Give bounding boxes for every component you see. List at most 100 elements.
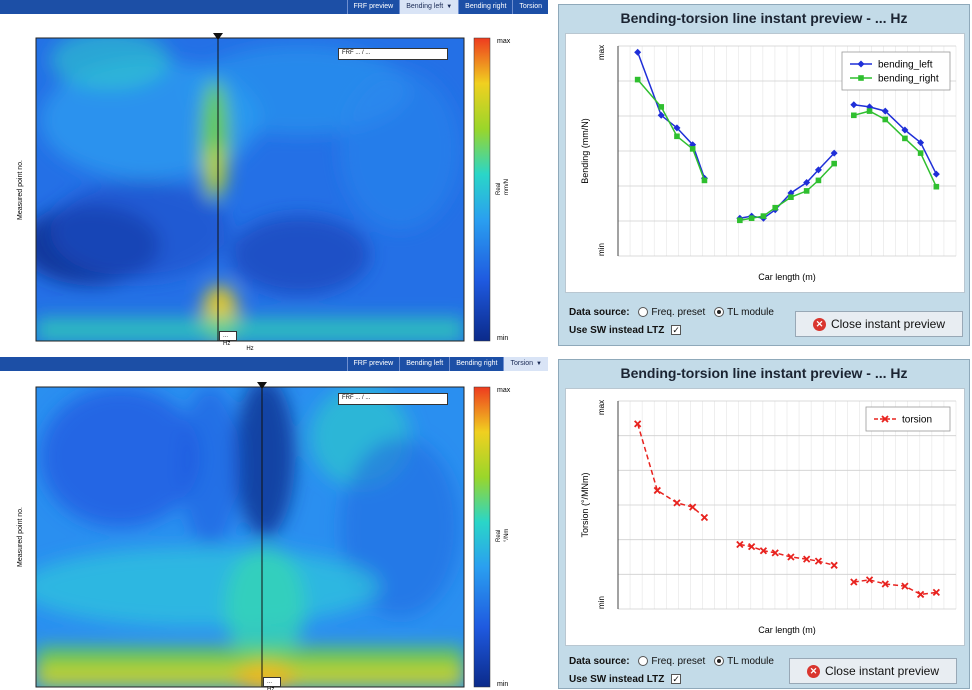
tab-frf-preview[interactable]: FRF preview <box>346 0 400 14</box>
radio-tl-module[interactable] <box>714 307 725 318</box>
data-point <box>653 486 661 495</box>
radio-freq-preset-label: Freq. preset <box>651 656 706 667</box>
colorbar-quantity: Real <box>496 183 502 195</box>
contour-panel-torsion: FRF preview Bending left Bending right T… <box>0 357 548 690</box>
tab-torsion[interactable]: Torsion <box>512 0 548 14</box>
data-point <box>700 513 709 522</box>
contour-plot-torsion[interactable]: max min Real °/Nm Measured point no. <box>0 357 548 690</box>
cursor-handle-icon[interactable] <box>213 33 223 40</box>
data-point <box>788 194 794 200</box>
torsion-chart-area: max min Torsion (°/MNm) Car length (m) torsi… <box>565 388 965 646</box>
use-sw-row: Use SW instead LTZ ✓ <box>569 325 682 336</box>
series-line <box>637 79 706 181</box>
data-point <box>657 111 665 119</box>
close-preview-label: Close instant preview <box>824 664 940 678</box>
data-point <box>932 588 940 596</box>
cursor-handle-icon[interactable] <box>257 382 267 389</box>
view-tabbar: FRF preview Bending left Bending right T… <box>0 357 548 371</box>
legend-marker <box>858 75 864 81</box>
data-point <box>760 213 767 219</box>
data-point <box>830 561 838 569</box>
data-point <box>787 553 795 561</box>
tab-frf-preview[interactable]: FRF preview <box>346 357 400 371</box>
data-point <box>881 580 889 588</box>
data-point <box>901 126 909 134</box>
data-point <box>737 217 743 224</box>
y-axis-label: Measured point no. <box>17 507 24 567</box>
tab-bending-left[interactable]: Bending left ▼ <box>399 0 459 14</box>
data-point <box>881 107 889 115</box>
colorbar <box>473 386 491 688</box>
tab-bending-right[interactable]: Bending right <box>458 0 512 14</box>
data-point <box>689 503 697 511</box>
data-source-row: Data source: Freq. preset TL module <box>569 656 774 667</box>
data-point <box>814 166 822 174</box>
radio-freq-preset[interactable] <box>638 307 649 318</box>
data-point <box>701 177 708 184</box>
data-point <box>803 179 811 186</box>
legend-label: bending_left <box>878 60 933 71</box>
colorbar-max: max <box>497 387 511 394</box>
series-torsion <box>634 420 940 599</box>
data-point <box>673 124 681 132</box>
data-point <box>658 104 665 110</box>
series-line <box>636 52 706 179</box>
tab-bending-right[interactable]: Bending right <box>449 357 503 371</box>
frf-box[interactable]: FRF ... / ... <box>338 48 448 60</box>
data-point <box>882 116 889 123</box>
data-point <box>866 108 873 114</box>
data-point <box>689 146 696 152</box>
data-source-label: Data source: <box>569 656 630 667</box>
frequency-marker[interactable]: ... Hz <box>263 677 281 690</box>
frequency-marker[interactable]: ... Hz <box>219 331 237 347</box>
chevron-down-icon: ▼ <box>536 361 542 367</box>
data-point <box>851 112 857 119</box>
radio-freq-preset[interactable] <box>638 656 649 667</box>
data-point <box>917 139 925 147</box>
use-sw-row: Use SW instead LTZ ✓ <box>569 674 682 685</box>
use-sw-label: Use SW instead LTZ <box>569 325 665 336</box>
y-axis-label: Measured point no. <box>17 160 24 220</box>
radio-tl-module[interactable] <box>714 656 725 667</box>
radio-tl-module-label: TL module <box>727 656 774 667</box>
use-sw-checkbox[interactable]: ✓ <box>671 674 682 685</box>
legend-label: torsion <box>902 415 932 426</box>
data-point <box>865 576 874 584</box>
preview-torsion-window: Bending-torsion line instant preview - .… <box>558 359 970 689</box>
data-point <box>736 540 744 549</box>
y-axis-label: Bending (mm/N) <box>580 118 590 184</box>
data-point <box>815 177 822 184</box>
series-line <box>739 543 835 567</box>
x-axis-label: Car length (m) <box>758 272 816 282</box>
close-preview-button[interactable]: ✕ Close instant preview <box>795 311 963 337</box>
data-point <box>916 590 925 599</box>
preview-title: Bending-torsion line instant preview - .… <box>620 365 908 381</box>
use-sw-checkbox[interactable]: ✓ <box>671 325 682 336</box>
colorbar-max: max <box>497 38 511 45</box>
data-point <box>772 204 779 211</box>
tab-bending-left[interactable]: Bending left <box>399 357 449 371</box>
data-point <box>901 582 909 590</box>
colorbar-min: min <box>497 681 508 688</box>
data-point <box>771 549 779 557</box>
data-point <box>917 150 924 156</box>
close-icon: ✕ <box>812 317 826 331</box>
use-sw-label: Use SW instead LTZ <box>569 674 665 685</box>
radio-tl-module-label: TL module <box>727 307 774 318</box>
colorbar-min: min <box>497 335 508 342</box>
data-source-row: Data source: Freq. preset TL module <box>569 307 774 318</box>
y-tick-min: min <box>597 243 606 256</box>
legend-marker <box>881 415 889 423</box>
contour-plot-bending[interactable]: max min Real mm/N Measured point no. Hz <box>0 0 548 352</box>
frf-box[interactable]: FRF ... / ... <box>338 393 448 405</box>
preview-title: Bending-torsion line instant preview - .… <box>620 10 908 26</box>
tab-torsion[interactable]: Torsion ▼ <box>503 357 548 371</box>
close-preview-button[interactable]: ✕ Close instant preview <box>789 658 957 684</box>
data-point <box>634 420 642 428</box>
torsion-chart: max min Torsion (°/MNm) Car length (m) torsi… <box>580 400 957 635</box>
data-point <box>850 578 858 586</box>
data-point <box>814 557 823 565</box>
bending-chart-area: max min Bending (mm/N) Car length (m) bendin… <box>565 33 965 293</box>
data-point <box>932 170 940 178</box>
close-icon: ✕ <box>806 664 820 678</box>
